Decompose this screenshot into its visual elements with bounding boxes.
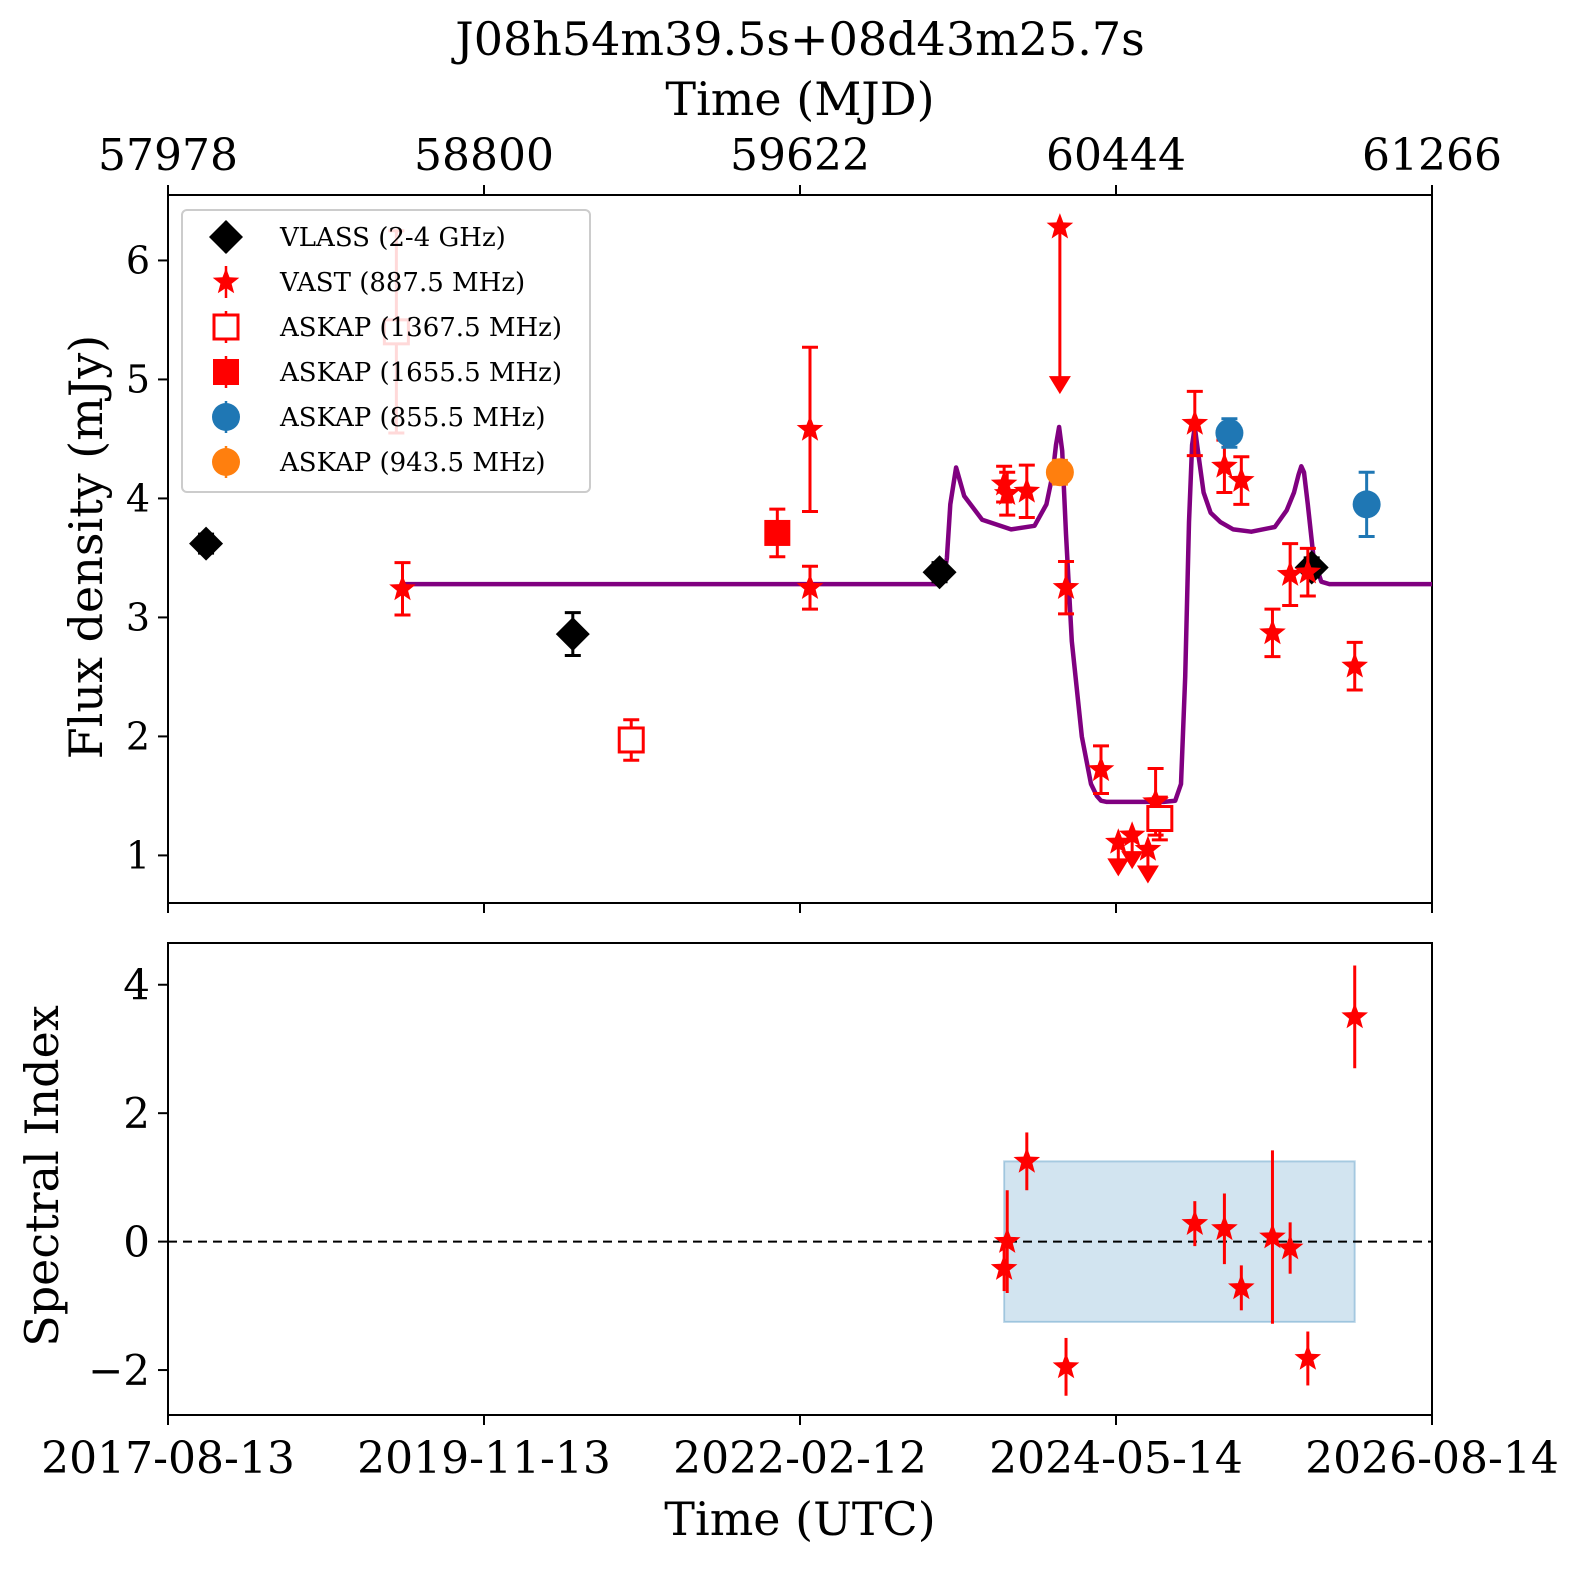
bottom-tick-label: 2017-08-13 bbox=[41, 1433, 295, 1484]
spectral-y-tick-label: −2 bbox=[88, 1346, 150, 1395]
vast-887-5-mhz-point bbox=[990, 470, 1018, 496]
vast-887-5-mhz-limit-arrow bbox=[1048, 376, 1071, 395]
spectral-index-point bbox=[1013, 1147, 1041, 1173]
vast-887-5-mhz-point bbox=[796, 573, 824, 599]
top-tick-label: 59622 bbox=[730, 130, 870, 181]
vast-887-5-mhz-point bbox=[1211, 452, 1238, 478]
flux-y-tick-label: 2 bbox=[126, 714, 150, 758]
legend-askap-1367-5-mhz-label: ASKAP (1367.5 MHz) bbox=[279, 313, 562, 343]
legend-box bbox=[181, 209, 591, 493]
flux-y-tick-label: 4 bbox=[126, 476, 150, 520]
vast-887-5-mhz-limit-point bbox=[1046, 213, 1074, 239]
askap-1655-5-mhz-point bbox=[764, 519, 791, 546]
legend-askap-943-5-mhz-marker bbox=[212, 448, 240, 476]
vast-887-5-mhz-point bbox=[1341, 652, 1368, 678]
vast-887-5-mhz-point bbox=[993, 479, 1021, 505]
vast-887-5-mhz-limit-arrow bbox=[1121, 851, 1144, 870]
vast-887-5-mhz-point bbox=[1181, 409, 1209, 435]
vast-887-5-mhz-point bbox=[1013, 477, 1041, 503]
legend-vlass-2-4-ghz-marker bbox=[209, 220, 243, 254]
chart-title: J08h54m39.5s+08d43m25.7s bbox=[451, 12, 1144, 66]
legend-askap-855-5-mhz-marker bbox=[212, 403, 240, 431]
vlass-2-4-ghz-point bbox=[555, 617, 590, 652]
vast-887-5-mhz-limit-arrow bbox=[1107, 858, 1130, 877]
flux-y-tick-label: 1 bbox=[126, 833, 150, 877]
spectral-y-tick-label: 0 bbox=[123, 1218, 150, 1267]
top-tick-label: 61266 bbox=[1362, 130, 1502, 181]
vast-887-5-mhz-limit-point bbox=[1134, 835, 1162, 861]
askap-1367-5-mhz-point bbox=[617, 726, 645, 754]
spectral-index-point bbox=[1259, 1223, 1286, 1249]
askap-855-5-mhz-point bbox=[1215, 418, 1244, 447]
legend-askap-1367-5-mhz-marker bbox=[212, 313, 240, 341]
vast-887-5-mhz-point bbox=[1142, 787, 1169, 814]
askap-1367-5-mhz-point bbox=[1146, 805, 1174, 833]
model-curve bbox=[402, 424, 1432, 805]
flux-y-tick-label: 5 bbox=[126, 357, 150, 401]
legend-vast-887-5-mhz-label: VAST (887.5 MHz) bbox=[279, 268, 525, 298]
spectral-y-tick-label: 4 bbox=[123, 961, 150, 1010]
spectral-index-point bbox=[993, 1227, 1021, 1253]
legend: VLASS (2-4 GHz) VAST (887.5 MHz) ASKAP (13… bbox=[181, 209, 591, 493]
top-tick-label: 60444 bbox=[1046, 130, 1186, 181]
bottom-axis-label: Time (UTC) bbox=[664, 1492, 935, 1546]
flux-panel: 57978 58800 59622 60444 61266 1 2 3 4 5 6 bbox=[98, 130, 1502, 913]
flux-y-tick-label: 6 bbox=[126, 238, 150, 282]
flux-y-tick-label: 3 bbox=[126, 595, 150, 639]
bottom-tick-label: 2019-11-13 bbox=[357, 1433, 611, 1484]
legend-askap-1655-5-mhz-label: ASKAP (1655.5 MHz) bbox=[279, 358, 562, 388]
spectral-index-point bbox=[1341, 1002, 1368, 1029]
vast-887-5-mhz-point bbox=[389, 574, 416, 601]
vast-887-5-mhz-limit-point bbox=[1118, 821, 1146, 847]
top-axis-label: Time (MJD) bbox=[665, 72, 934, 126]
vast-887-5-mhz-limit-arrow bbox=[1136, 865, 1159, 884]
bottom-tick-label: 2026-08-14 bbox=[1305, 1433, 1559, 1484]
spectral-y-tick-label: 2 bbox=[123, 1089, 150, 1138]
askap-943-5-mhz-point bbox=[1045, 458, 1074, 487]
askap-855-5-mhz-point bbox=[1352, 490, 1381, 519]
vlass-2-4-ghz-point bbox=[922, 555, 957, 590]
vast-887-5-mhz-limit-point bbox=[1105, 828, 1132, 854]
vast-887-5-mhz-point bbox=[796, 415, 824, 441]
vast-887-5-mhz-point bbox=[1087, 755, 1115, 782]
spectral-index-point bbox=[990, 1254, 1018, 1280]
spectral-index-point bbox=[1276, 1234, 1304, 1260]
spectral-index-point bbox=[1228, 1273, 1255, 1300]
legend-vast-887-5-mhz-marker bbox=[212, 268, 240, 294]
vast-887-5-mhz-point bbox=[1228, 466, 1255, 492]
top-tick-label: 57978 bbox=[98, 130, 238, 181]
legend-askap-1655-5-mhz-marker bbox=[213, 359, 239, 385]
vast-887-5-mhz-point bbox=[1294, 558, 1322, 584]
top-tick-label: 58800 bbox=[414, 130, 554, 181]
spectral-index-point bbox=[1181, 1209, 1209, 1235]
bottom-tick-label: 2022-02-12 bbox=[673, 1433, 927, 1484]
flux-y-axis-label: Flux density (mJy) bbox=[59, 335, 113, 759]
spectral-index-point bbox=[1052, 1352, 1080, 1379]
spectral-index-panel: 2017-08-13 2019-11-13 2022-02-12 2024-05-14… bbox=[41, 942, 1559, 1484]
spectral-y-axis-label: Spectral Index bbox=[15, 1005, 69, 1347]
legend-askap-855-5-mhz-label: ASKAP (855.5 MHz) bbox=[279, 403, 545, 433]
legend-askap-943-5-mhz-label: ASKAP (943.5 MHz) bbox=[279, 448, 545, 478]
vlass-2-4-ghz-point bbox=[189, 526, 224, 561]
spectral-index-point bbox=[1294, 1344, 1322, 1370]
bottom-tick-label: 2024-05-14 bbox=[989, 1433, 1243, 1484]
spectral-index-point bbox=[1211, 1214, 1238, 1241]
vast-887-5-mhz-point bbox=[1259, 618, 1286, 645]
vast-887-5-mhz-point bbox=[1052, 573, 1080, 599]
vast-887-5-mhz-point bbox=[1276, 560, 1304, 586]
legend-vlass-2-4-ghz-label: VLASS (2-4 GHz) bbox=[279, 223, 506, 253]
